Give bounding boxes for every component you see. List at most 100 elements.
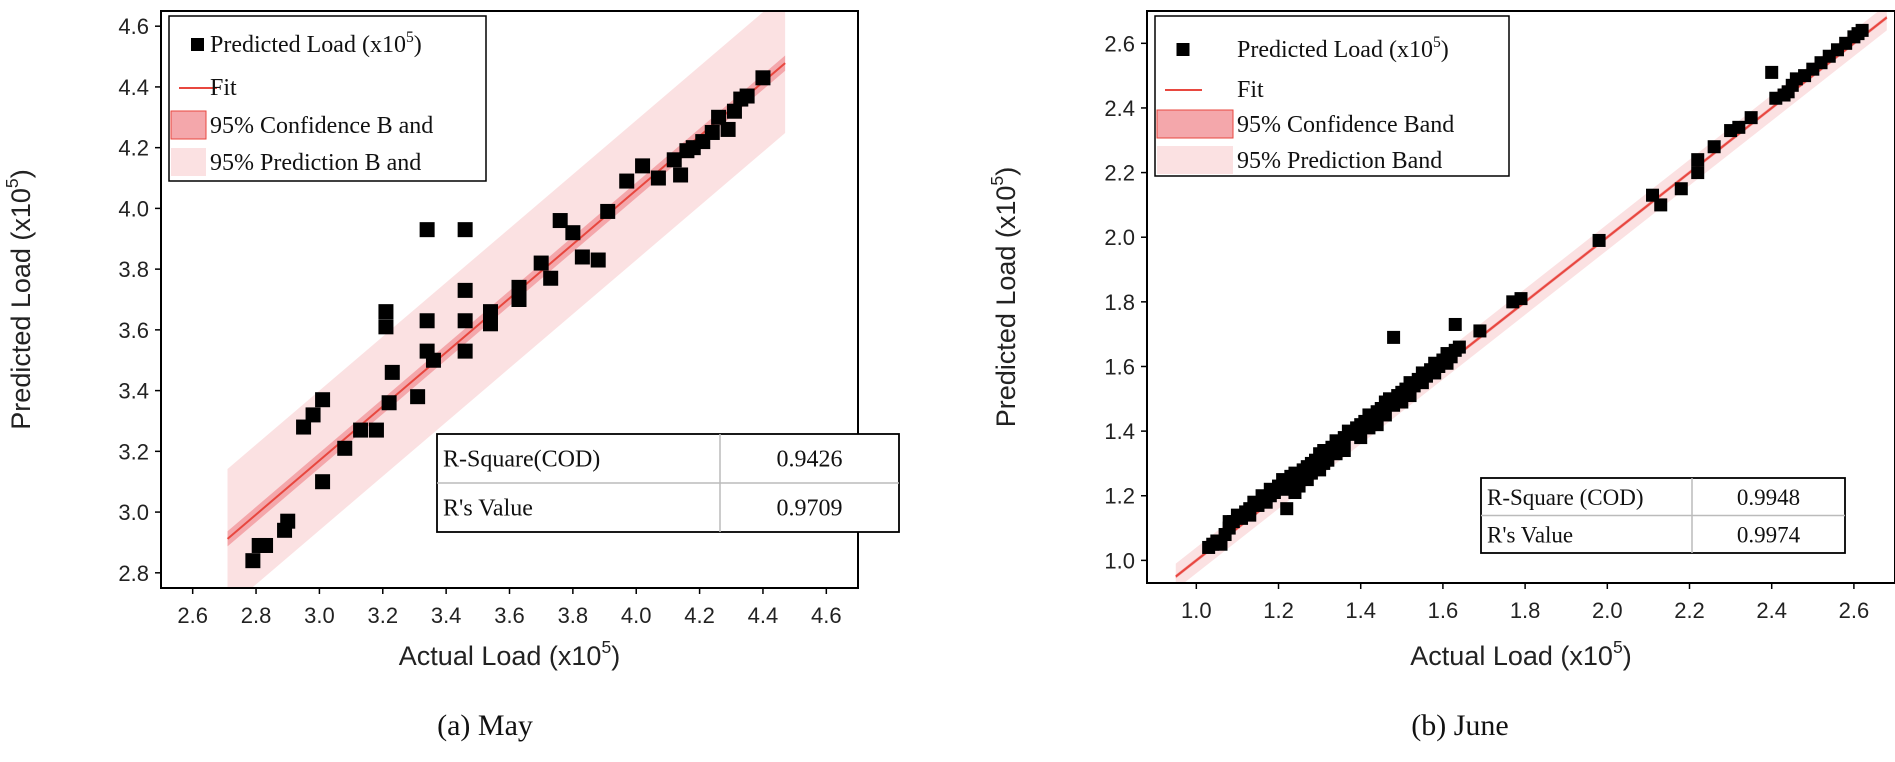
x-tick-label: 2.6 [177,603,208,628]
y-tick-label: 2.2 [1104,161,1135,186]
y-axis-label-close: ) [6,169,36,178]
data-point [457,282,473,298]
x-tick-label: 1.4 [1345,598,1376,623]
stats-label: R-Square(COD) [443,447,600,473]
legend-scatter-label: Predicted Load (x105) [210,29,422,58]
data-point [381,395,397,411]
data-point [1732,120,1746,134]
x-tick-label: 2.4 [1756,598,1787,623]
legend-scatter-symbol [191,38,204,51]
legend-scatter-label-close: ) [414,32,422,58]
chart-caption: (b) June [1411,709,1508,742]
x-tick-label: 4.6 [811,603,842,628]
y-tick-label: 4.4 [118,75,149,100]
data-point [1592,233,1606,247]
x-axis-label-close: ) [1623,641,1632,671]
y-tick-label: 2.8 [118,561,149,586]
x-tick-label: 4.2 [684,603,715,628]
data-point [673,167,689,183]
y-axis-label: Predicted Load (x105) [987,167,1021,427]
data-point [1691,166,1705,180]
data-point [457,222,473,238]
data-point [565,225,581,241]
data-point [258,537,274,553]
y-tick-label: 2.4 [1104,96,1135,121]
data-point [1337,444,1351,458]
plot-inner [226,11,786,588]
x-axis-label-close: ) [611,641,620,671]
y-axis-label-exponent: 5 [987,176,1007,186]
data-point [739,88,755,104]
data-point [280,513,296,529]
data-point [543,270,559,286]
data-point [533,255,549,271]
x-axis-label-exponent: 5 [1613,637,1623,657]
data-point [1280,502,1294,516]
data-point [511,292,527,307]
y-tick-label: 4.0 [118,196,149,221]
legend: Predicted Load (x105) Fit 95% Confidence B… [168,15,487,182]
y-tick-label: 3.6 [118,318,149,343]
chart-caption: (a) May [437,709,533,742]
data-point [384,364,400,380]
plot-frame [1146,10,1895,584]
data-point [1674,182,1688,196]
data-point [378,319,394,335]
y-tick-label: 2.6 [1104,31,1135,56]
data-point [1691,153,1705,167]
y-tick-label: 1.6 [1104,354,1135,379]
y-tick-label: 4.2 [118,136,149,161]
chart-may: 2.6 2.8 3.0 3.2 3.4 3.6 3.8 4.0 4.2 4.4 4.6 2.8 3.0 3… [2,10,900,742]
data-point [1855,23,1869,37]
legend-scatter-label-close: ) [1441,37,1449,63]
data-point [574,249,590,265]
data-point [305,407,321,423]
x-axis-label-main: Actual Load (x10 [399,641,602,671]
data-point [720,121,736,137]
data-point [1387,330,1401,344]
data-point [600,203,616,219]
x-tick-label: 2.2 [1674,598,1705,623]
data-point [511,279,527,295]
legend-prediction-label: 95% Prediction Band [1237,148,1442,174]
data-point [666,152,682,168]
y-tick-label: 1.2 [1104,484,1135,509]
data-point [296,419,312,435]
data-point [1744,111,1758,125]
y-tick-label: 3.0 [118,500,149,525]
stats-label: R's Value [443,496,533,522]
x-tick-label: 1.6 [1428,598,1459,623]
data-point [245,553,261,569]
y-tick-label: 3.2 [118,439,149,464]
y-tick-label: 1.4 [1104,419,1135,444]
data-point [482,304,498,320]
legend-scatter-label-exponent: 5 [406,29,414,46]
legend-prediction-label: 95% Prediction B and [210,150,421,176]
data-point [755,70,771,86]
x-tick-label: 2.6 [1839,598,1870,623]
stats-value: 0.9974 [1737,522,1801,547]
legend-fit-label: Fit [1237,77,1264,103]
data-point [419,222,435,238]
legend-prediction-symbol [171,148,206,176]
stats-table: R-Square(COD) 0.9426 R's Value 0.9709 [436,433,900,533]
data-point [419,313,435,329]
legend-scatter-label-main: Predicted Load (x10 [1237,37,1433,63]
legend-scatter-symbol [1176,43,1190,56]
data-point [337,440,353,456]
legend-fit-label: Fit [210,75,237,101]
legend-confidence-symbol [170,110,207,140]
data-point [457,313,473,329]
x-tick-label: 3.4 [431,603,462,628]
data-point [1707,140,1721,154]
x-tick-label: 4.0 [621,603,652,628]
x-tick-label: 4.4 [748,603,779,628]
data-point [315,474,331,490]
data-point [711,109,727,125]
y-tick-label: 3.4 [118,379,149,404]
data-point [552,213,568,229]
data-point [353,422,369,438]
stats-label: R's Value [1487,522,1573,547]
x-tick-label: 1.2 [1263,598,1294,623]
